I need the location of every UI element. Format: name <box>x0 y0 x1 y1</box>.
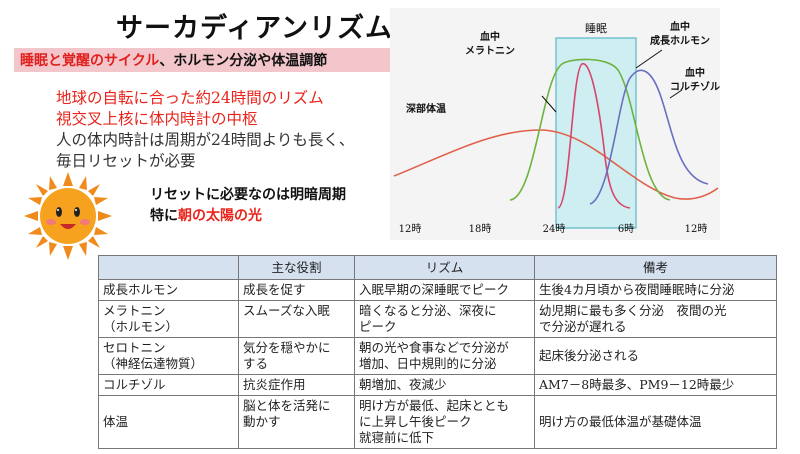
table-cell: 起床後分泌される <box>534 337 777 375</box>
sleep-period-band <box>555 37 637 229</box>
table-cell: 脳と体を活発に 動かす <box>238 395 355 449</box>
tick-label: 6時 <box>618 223 634 235</box>
table-cell: スムーズな入眠 <box>238 300 355 338</box>
melatonin-label-1: 血中 <box>480 30 500 43</box>
table-header-row: 主な役割 リズム 備考 <box>98 255 777 280</box>
subtitle-red: 睡眠と覚醒のサイクル <box>20 53 160 69</box>
reset-prefix: 特に <box>150 208 178 224</box>
tick-label: 18時 <box>469 223 492 235</box>
melatonin-pointer <box>541 95 557 113</box>
key-points: 地球の自転に合った約24時間のリズム 視交叉上核に体内時計の中枢 人の体内時計は… <box>56 88 354 172</box>
table-cell: 暗くなると分泌、深夜に ピーク <box>354 300 535 338</box>
melatonin-label-2: メラトニン <box>465 45 515 57</box>
table-cell: 成長ホルモン <box>98 279 239 301</box>
table-row: セロトニン （神経伝達物質） 気分を穏やかに する 朝の光や食事などで分泌が 増加、… <box>98 337 777 375</box>
growth-hormone-label-1: 血中 <box>670 20 690 33</box>
cortisol-pointer <box>669 89 683 99</box>
body-temperature-label: 深部体温 <box>406 102 446 115</box>
table-row: コルチゾル 抗炎症作用 朝増加、夜減少 AM7－8時最多、PM9－12時最少 <box>98 374 777 396</box>
point-line: 毎日リセットが必要 <box>56 152 196 170</box>
tick-label: 24時 <box>543 223 566 235</box>
subtitle-banner: 睡眠と覚醒のサイクル、ホルモン分泌や体温調節 <box>14 48 394 72</box>
table-cell: 明け方の最低体温が基礎体温 <box>534 395 777 449</box>
reset-line-1: リセットに必要なのは明暗周期 <box>150 187 346 203</box>
table-row: メラトニン （ホルモン） スムーズな入眠 暗くなると分泌、深夜に ピーク 幼児期に最も… <box>98 300 777 338</box>
melatonin-curve <box>509 58 671 201</box>
table-cell: 幼児期に最も多く分泌 夜間の光 で分泌が遅れる <box>534 300 777 338</box>
growth-hormone-label-2: 成長ホルモン <box>650 34 710 47</box>
cortisol-curve <box>589 69 709 205</box>
growth-hormone-curve <box>557 63 631 209</box>
reset-note: リセットに必要なのは明暗周期 特に朝の太陽の光 <box>150 185 346 227</box>
table-cell: セロトニン （神経伝達物質） <box>98 337 239 375</box>
cortisol-label-1: 血中 <box>685 66 705 79</box>
header-cell: 備考 <box>534 255 777 280</box>
cortisol-label-2: コルチゾル <box>670 80 720 93</box>
table-cell: 抗炎症作用 <box>238 374 355 396</box>
point-line: 人の体内時計は周期が24時間よりも長く、 <box>56 131 355 149</box>
header-cell <box>98 255 239 280</box>
body-temperature-curve <box>393 129 719 200</box>
table-cell: 気分を穏やかに する <box>238 337 355 375</box>
subtitle-black: 、ホルモン分泌や体温調節 <box>159 53 328 69</box>
circadian-diagram: 睡眠 血中 メラトニン 血中 成長ホルモン 血中 コルチゾル 深部体温 12時 … <box>390 8 720 240</box>
table-row: 体温 脳と体を活発に 動かす 明け方が最低、起床ととも に上昇し午後ピーク 就寝前に… <box>98 395 777 449</box>
table-cell: 成長を促す <box>238 279 355 301</box>
table-cell: 入眠早期の深睡眠でピーク <box>354 279 535 301</box>
header-cell: リズム <box>354 255 535 280</box>
tick-label: 12時 <box>399 223 422 235</box>
hormone-rhythm-table: 主な役割 リズム 備考 成長ホルモン 成長を促す 入眠早期の深睡眠でピーク 生後4カ月… <box>98 255 777 449</box>
table-cell: コルチゾル <box>98 374 239 396</box>
table-cell: 明け方が最低、起床ととも に上昇し午後ピーク 就寝前に低下 <box>354 395 535 449</box>
table-cell: 朝増加、夜減少 <box>354 374 535 396</box>
tick-label: 12時 <box>685 223 708 235</box>
point-line: 視交叉上核に体内時計の中枢 <box>56 110 258 128</box>
reset-line-2: 特に朝の太陽の光 <box>150 206 346 227</box>
table-cell: AM7－8時最多、PM9－12時最少 <box>534 374 777 396</box>
growth-hormone-pointer <box>635 49 663 69</box>
sun-illustration-icon <box>24 172 112 260</box>
table-cell: 生後4カ月頃から夜間睡眠時に分泌 <box>534 279 777 301</box>
table-cell: 体温 <box>98 395 239 449</box>
point-line: 地球の自転に合った約24時間のリズム <box>56 89 324 107</box>
table-cell: 朝の光や食事などで分泌が 増加、日中規則的に分泌 <box>354 337 535 375</box>
sleep-label: 睡眠 <box>585 22 607 35</box>
header-cell: 主な役割 <box>238 255 355 280</box>
diagram-background <box>390 8 720 240</box>
table-row: 成長ホルモン 成長を促す 入眠早期の深睡眠でピーク 生後4カ月頃から夜間睡眠時に分泌 <box>98 279 777 301</box>
page-title: サーカディアンリズム <box>116 13 394 44</box>
table-cell: メラトニン （ホルモン） <box>98 300 239 338</box>
reset-sunlight: 朝の太陽の光 <box>178 208 262 224</box>
